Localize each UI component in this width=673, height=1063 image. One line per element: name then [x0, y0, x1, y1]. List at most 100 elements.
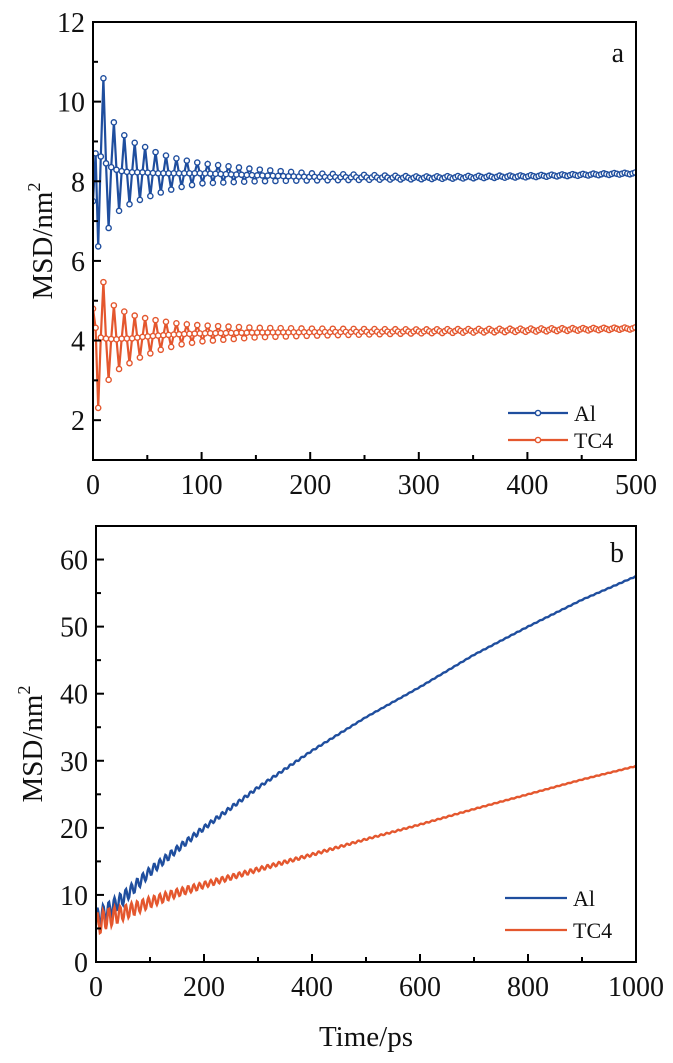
panel-a-series-al-marker [225, 163, 232, 170]
panel-a-series-tc4-marker [214, 322, 222, 330]
panel-a-series-al-marker [154, 170, 162, 177]
panel-b-y-tick-label: 0 [74, 948, 88, 979]
panel-a-y-axis-title: MSD/nm2 [24, 183, 59, 300]
panel-a-legend-item-al: Al [508, 401, 596, 426]
panel-a-series-al-marker [110, 119, 118, 126]
panel-a-ticks: 0 100 200 300 400 500 2 4 6 8 10 12 [57, 8, 657, 501]
panel-a-series-tc4-marker [160, 331, 167, 339]
panel-a-series-tc4-marker [139, 333, 146, 341]
panel-a-series-al-marker [123, 168, 131, 176]
panel-a-series-tc4-marker [183, 321, 191, 328]
panel-b-y-tick-label: 30 [60, 747, 88, 778]
panel-a-series-al-marker [97, 153, 105, 160]
panel-a-y-tick-label: 4 [71, 327, 85, 358]
panel-a-series-al-marker [149, 169, 157, 177]
panel-a-legend-marker [534, 409, 542, 417]
panel-b-frame [95, 525, 637, 963]
panel-a-series-al-marker [183, 157, 191, 164]
panel-a-series-tc4-marker [136, 354, 144, 361]
panel-b: 0 200 400 600 800 1000 0 10 20 30 40 50 60 b MSD/nm2… [14, 525, 664, 1053]
panel-a-legend-item-tc4: TC4 [508, 428, 613, 453]
panel-a-series-al-line [93, 78, 636, 247]
panel-a-x-tick-label: 500 [615, 470, 657, 501]
panel-a-series-tc4-marker [222, 329, 230, 337]
panel-b-x-axis-title: Time/ps [319, 1021, 413, 1053]
panel-a-series-al-marker [175, 170, 183, 177]
panel-b-series-tc4-line [96, 764, 636, 936]
panel-a-series-al-marker [193, 159, 201, 166]
panel-a-series-layer [93, 74, 636, 412]
panel-a-series-tc4-marker [188, 339, 196, 347]
panel-a-series-al-marker [251, 178, 258, 185]
panel-a-series-tc4-marker [230, 335, 238, 343]
panel-a-series-al-marker [120, 131, 128, 139]
panel-a-series-tc4-marker [152, 316, 159, 324]
panel-a-legend-label: Al [574, 401, 596, 426]
panel-a-x-tick-label: 200 [289, 470, 331, 501]
panel-a-series-tc4-marker [162, 318, 170, 326]
panel-a-x-tick-label: 0 [86, 470, 100, 501]
panel-a-series-tc4-marker [235, 323, 243, 331]
panel-a-series-tc4-marker [134, 334, 141, 341]
panel-a-series-tc4-marker [238, 329, 245, 337]
panel-a-series-al-marker [212, 170, 219, 178]
panel-a-series-al-marker [191, 170, 198, 177]
panel-a-series-tc4-marker [94, 404, 102, 412]
panel-a-y-tick-label: 6 [71, 247, 85, 278]
panel-a-series-al-marker [118, 167, 125, 175]
panel-a-series-tc4-marker [157, 346, 165, 354]
panel-a-series-al-marker [214, 161, 222, 169]
panel-a-series-al-marker [113, 166, 120, 174]
panel-b-x-tick-label: 600 [399, 972, 441, 1003]
panel-b-y-tick-label: 20 [60, 814, 88, 845]
panel-a-series-al-marker [131, 139, 139, 147]
panel-a-series-al-marker [272, 177, 279, 185]
panel-a-series-tc4-marker [240, 334, 248, 342]
panel-a-frame [92, 21, 637, 461]
panel-b-legend-item-tc4: TC4 [505, 918, 612, 943]
panel-a-series-tc4-marker [175, 330, 183, 338]
panel-a-series-tc4-marker [209, 337, 217, 344]
panel-a-x-tick-label: 400 [506, 470, 548, 501]
panel-a-series-tc4-marker [141, 314, 149, 322]
panel-a-series-al-marker [157, 189, 165, 196]
panel-a-series-tc4-marker [100, 278, 107, 286]
panel-a-series-tc4-marker [256, 324, 264, 332]
panel-a-series-tc4-marker [149, 332, 157, 340]
panel-a-series-al-marker [180, 170, 188, 177]
panel-a-series-tc4-marker [199, 337, 206, 345]
panel-a-series-al-marker [209, 179, 217, 187]
panel-a-series-al-marker [141, 143, 149, 151]
panel-a-series-tc4-marker [131, 312, 139, 319]
panel-b-legend-label: TC4 [573, 918, 612, 943]
panel-b-y-axis-title: MSD/nm2 [14, 686, 49, 803]
panel-a-series-al-marker [107, 163, 115, 171]
panel-a-series-al-marker [173, 155, 180, 162]
panel-b-x-tick-label: 400 [291, 972, 333, 1003]
panel-a-series-al-marker [261, 177, 269, 185]
panel-a-series-tc4-marker [115, 365, 123, 373]
panel-a-series-al-marker [186, 170, 193, 177]
panel-a-series-tc4-marker [217, 329, 225, 337]
panel-a-series-al-marker [240, 178, 248, 186]
panel-b-y-tick-label: 60 [60, 546, 88, 577]
panel-a-series-tc4-marker [102, 335, 110, 342]
panel-a-series-al-marker [136, 196, 144, 204]
panel-a-series-tc4-marker [165, 331, 172, 339]
panel-a-series-al-marker [188, 181, 196, 189]
panel-a-series-tc4-marker [246, 324, 253, 331]
panel-a-series-al-marker [246, 165, 253, 172]
panel-a-series-al-marker [165, 170, 172, 177]
panel-a-series-tc4-marker [186, 330, 193, 338]
panel-a-series-al-marker [217, 170, 225, 178]
panel-a-series-al-marker [266, 167, 274, 174]
panel-a-series-al-marker [162, 152, 170, 159]
panel-b-y-axis-title-main: MSD/nm [17, 694, 49, 802]
panel-b-letter: b [610, 538, 624, 569]
panel-a-series-al-marker [139, 169, 146, 176]
panel-a-y-tick-label: 12 [57, 8, 85, 39]
panel-a-series-tc4-marker [154, 332, 162, 339]
panel-a-y-tick-label: 2 [71, 406, 85, 437]
panel-a-series-al-marker [152, 148, 159, 156]
